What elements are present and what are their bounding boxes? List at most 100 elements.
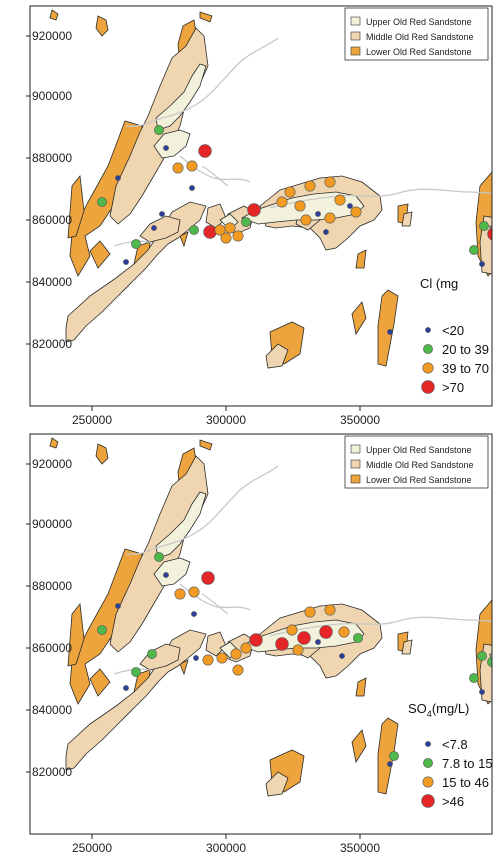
point-legend-label: 15 to 46 xyxy=(442,775,489,790)
sample-point-blue xyxy=(479,261,485,267)
point-legend-label: 7.8 to 15 xyxy=(442,756,493,771)
sample-point-orange xyxy=(202,654,214,666)
formation-legend: Upper Old Red Sandstone Middle Old Red Sa… xyxy=(344,435,489,489)
lower-old-red-sandstone-area xyxy=(351,729,367,764)
middle-old-red-sandstone-area xyxy=(65,629,207,771)
lower-old-red-sandstone-area xyxy=(95,15,109,37)
map-plot-area: 920000 900000 880000 860000 840000 820000 2500… xyxy=(26,433,493,855)
middle-old-red-sandstone-area xyxy=(205,631,227,657)
chloride-map: 920000 900000 880000 860000 840000 820000 2500… xyxy=(26,5,493,427)
lower-old-red-sandstone-area xyxy=(199,439,213,451)
legend-point-blue xyxy=(425,741,431,747)
sample-point-green xyxy=(469,673,479,683)
sample-point-blue xyxy=(315,211,321,217)
sample-point-blue xyxy=(115,175,121,181)
legend-swatch xyxy=(350,31,361,41)
lower-old-red-sandstone-area xyxy=(355,249,367,269)
lower-old-red-sandstone-area xyxy=(179,231,189,248)
y-tick-label: 820000 xyxy=(32,337,72,351)
title-subscript: 4 xyxy=(427,709,432,719)
legend-point-green xyxy=(423,758,433,768)
sample-point-green xyxy=(389,751,399,761)
x-tick-label: 250000 xyxy=(72,413,112,427)
legend-label: Lower Old Red Sandstone xyxy=(366,475,472,485)
x-tick-label: 250000 xyxy=(72,841,112,855)
sample-point-blue xyxy=(347,203,353,209)
sample-point-orange xyxy=(286,624,298,636)
middle-old-red-sandstone-area xyxy=(65,201,207,343)
sample-point-orange xyxy=(324,176,336,188)
y-tick-label: 860000 xyxy=(32,641,72,655)
sample-point-orange xyxy=(292,644,304,656)
x-tick-label: 350000 xyxy=(340,841,380,855)
legend-point-green xyxy=(423,344,433,354)
sample-point-orange xyxy=(220,232,232,244)
river-line xyxy=(201,593,229,615)
sample-point-red xyxy=(319,625,333,639)
map-panel-chloride: 920000 900000 880000 860000 840000 820000 2500… xyxy=(0,0,500,432)
y-tick-label: 820000 xyxy=(32,765,72,779)
lower-old-red-sandstone-area xyxy=(179,659,189,676)
sample-point-blue xyxy=(387,329,393,335)
sample-point-blue xyxy=(193,655,199,661)
sample-point-orange xyxy=(240,642,252,654)
sample-point-blue xyxy=(315,639,321,645)
legend-box xyxy=(344,7,489,61)
sample-point-orange xyxy=(232,664,244,676)
point-legend-label: >46 xyxy=(442,794,464,809)
upper-old-red-sandstone-area xyxy=(153,557,191,587)
sample-point-orange xyxy=(324,212,336,224)
point-legend-title: Cl (mg xyxy=(420,276,458,291)
plot-frame xyxy=(29,433,493,835)
river-line xyxy=(269,616,492,637)
sulfate-map: 920000 900000 880000 860000 840000 820000 2500… xyxy=(26,433,493,855)
sample-point-blue xyxy=(123,259,129,265)
sample-point-blue xyxy=(479,689,485,695)
map-panel-sulfate: 920000 900000 880000 860000 840000 820000 2500… xyxy=(0,432,500,865)
sample-point-orange xyxy=(172,162,184,174)
legend-label: Lower Old Red Sandstone xyxy=(366,47,472,57)
sample-point-blue xyxy=(191,611,197,617)
middle-old-red-sandstone-area xyxy=(139,215,181,243)
sample-point-green xyxy=(154,125,164,135)
middle-old-red-sandstone-area xyxy=(265,343,289,369)
title-unit: (mg/L) xyxy=(432,701,470,716)
upper-old-red-sandstone-area xyxy=(153,129,191,159)
point-legend-label: <7.8 xyxy=(442,737,468,752)
point-legend-title: SO4(mg/L) xyxy=(408,701,469,719)
formation-legend: Upper Old Red Sandstone Middle Old Red Sa… xyxy=(344,7,489,61)
y-tick-label: 880000 xyxy=(32,151,72,165)
middle-old-red-sandstone-area xyxy=(205,203,227,229)
sample-point-blue xyxy=(151,225,157,231)
sample-point-orange xyxy=(224,222,236,234)
sample-point-orange xyxy=(334,194,346,206)
lower-old-red-sandstone-area xyxy=(377,717,399,795)
sample-point-orange xyxy=(216,652,228,664)
legend-point-red xyxy=(421,380,435,394)
sample-point-red xyxy=(249,633,263,647)
lower-old-red-sandstone-area xyxy=(199,11,213,23)
upper-old-red-sandstone-area xyxy=(155,63,207,131)
lower-old-red-sandstone-area xyxy=(49,437,59,449)
y-tick-label: 840000 xyxy=(32,703,72,717)
sample-point-orange xyxy=(174,588,186,600)
sample-point-red xyxy=(247,203,261,217)
lower-old-red-sandstone-area xyxy=(95,443,109,465)
sample-point-orange xyxy=(276,196,288,208)
sample-point-red xyxy=(297,631,311,645)
point-legend-label: >70 xyxy=(442,380,464,395)
legend-box xyxy=(344,435,489,489)
sample-point-blue xyxy=(163,145,169,151)
point-legend: Cl (mg <20 20 to 39 39 to 70 >70 xyxy=(420,276,489,395)
legend-label: Middle Old Red Sandstone xyxy=(366,460,474,470)
middle-old-red-sandstone-area xyxy=(265,771,289,797)
sample-point-green xyxy=(131,667,141,677)
lower-old-red-sandstone-area xyxy=(67,602,85,667)
sample-point-red xyxy=(201,571,215,585)
sample-point-orange xyxy=(338,626,350,638)
middle-old-red-sandstone-area xyxy=(401,639,413,655)
sample-point-green xyxy=(241,217,251,227)
legend-swatch xyxy=(350,46,361,56)
x-tick-label: 300000 xyxy=(206,413,246,427)
sample-point-orange xyxy=(294,200,306,212)
